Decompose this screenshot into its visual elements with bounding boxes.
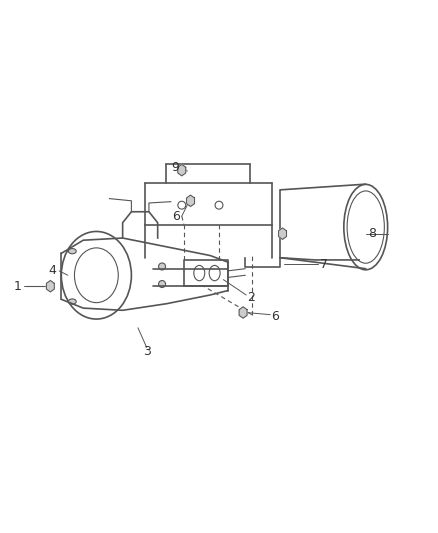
- Text: 3: 3: [143, 345, 151, 358]
- Ellipse shape: [159, 280, 166, 287]
- Text: 4: 4: [49, 264, 57, 277]
- Polygon shape: [187, 195, 194, 206]
- Text: 9: 9: [172, 161, 180, 174]
- Ellipse shape: [68, 299, 76, 304]
- Polygon shape: [178, 165, 186, 176]
- Text: 8: 8: [368, 227, 376, 240]
- Polygon shape: [46, 280, 54, 292]
- Text: 2: 2: [247, 290, 255, 304]
- Text: 1: 1: [14, 280, 21, 293]
- Polygon shape: [279, 228, 286, 239]
- Text: 6: 6: [172, 209, 180, 223]
- Text: 7: 7: [320, 258, 328, 271]
- Text: 6: 6: [272, 310, 279, 324]
- Ellipse shape: [159, 263, 166, 270]
- Polygon shape: [239, 307, 247, 318]
- Ellipse shape: [68, 248, 76, 254]
